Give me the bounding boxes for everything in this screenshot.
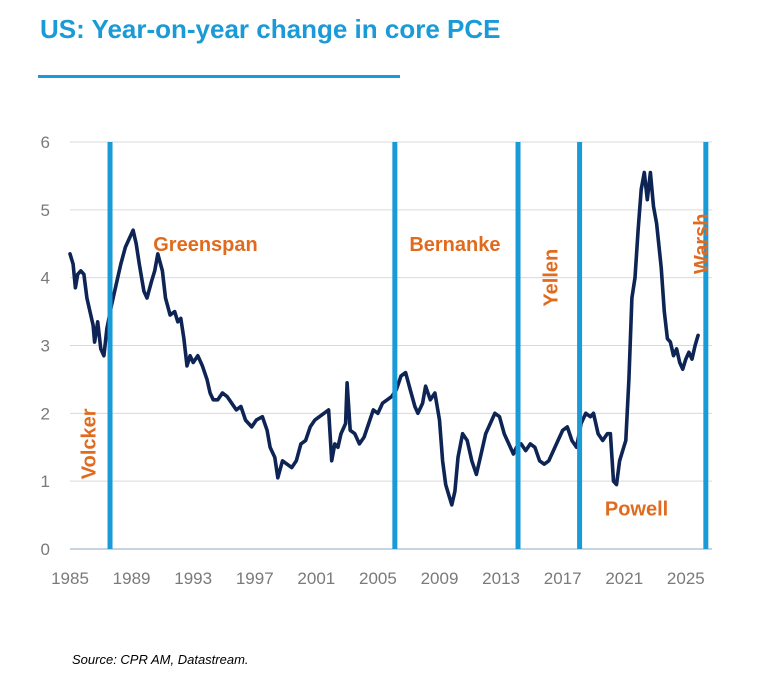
x-tick-label: 2009 <box>421 569 459 588</box>
chair-labels: Volcker Greenspan Bernanke Yellen Powell Wars… <box>78 214 713 521</box>
y-tick-label: 2 <box>41 404 50 423</box>
x-tick-label: 1989 <box>113 569 151 588</box>
x-tick-label: 2005 <box>359 569 397 588</box>
chair-label-greenspan: Greenspan <box>153 234 257 256</box>
x-tick-label: 2017 <box>544 569 582 588</box>
chair-label-volcker: Volcker <box>78 408 100 479</box>
chair-label-yellen: Yellen <box>540 249 562 307</box>
y-tick-label: 1 <box>41 472 50 491</box>
gridlines <box>70 141 712 482</box>
x-tick-label: 2025 <box>667 569 705 588</box>
y-tick-label: 5 <box>41 201 50 220</box>
chair-label-bernanke: Bernanke <box>409 234 500 256</box>
y-tick-label: 0 <box>41 540 50 559</box>
y-tick-label: 4 <box>41 269 50 288</box>
title-underline <box>38 75 400 78</box>
chart-title: US: Year-on-year change in core PCE <box>40 14 501 44</box>
series-layer <box>68 170 700 507</box>
core-pce-line <box>68 170 700 507</box>
x-tick-label: 2021 <box>605 569 643 588</box>
x-tick-label: 2001 <box>297 569 335 588</box>
chair-label-powell: Powell <box>605 498 668 520</box>
y-tick-label: 3 <box>41 337 50 356</box>
x-tick-label: 1993 <box>174 569 212 588</box>
x-tick-label: 1985 <box>51 569 89 588</box>
y-axis-ticks: 0 1 2 3 4 5 6 <box>41 133 50 559</box>
x-tick-label: 2013 <box>482 569 520 588</box>
y-tick-label: 6 <box>41 133 50 152</box>
x-tick-label: 1997 <box>236 569 274 588</box>
source-note: Source: CPR AM, Datastream. <box>72 652 249 667</box>
chair-label-warsh: Warsh <box>691 214 713 274</box>
x-axis-ticks: 1985 1989 1993 1997 2001 2005 2009 2013 2017 2021… <box>51 569 705 588</box>
chair-change-markers <box>107 142 709 549</box>
